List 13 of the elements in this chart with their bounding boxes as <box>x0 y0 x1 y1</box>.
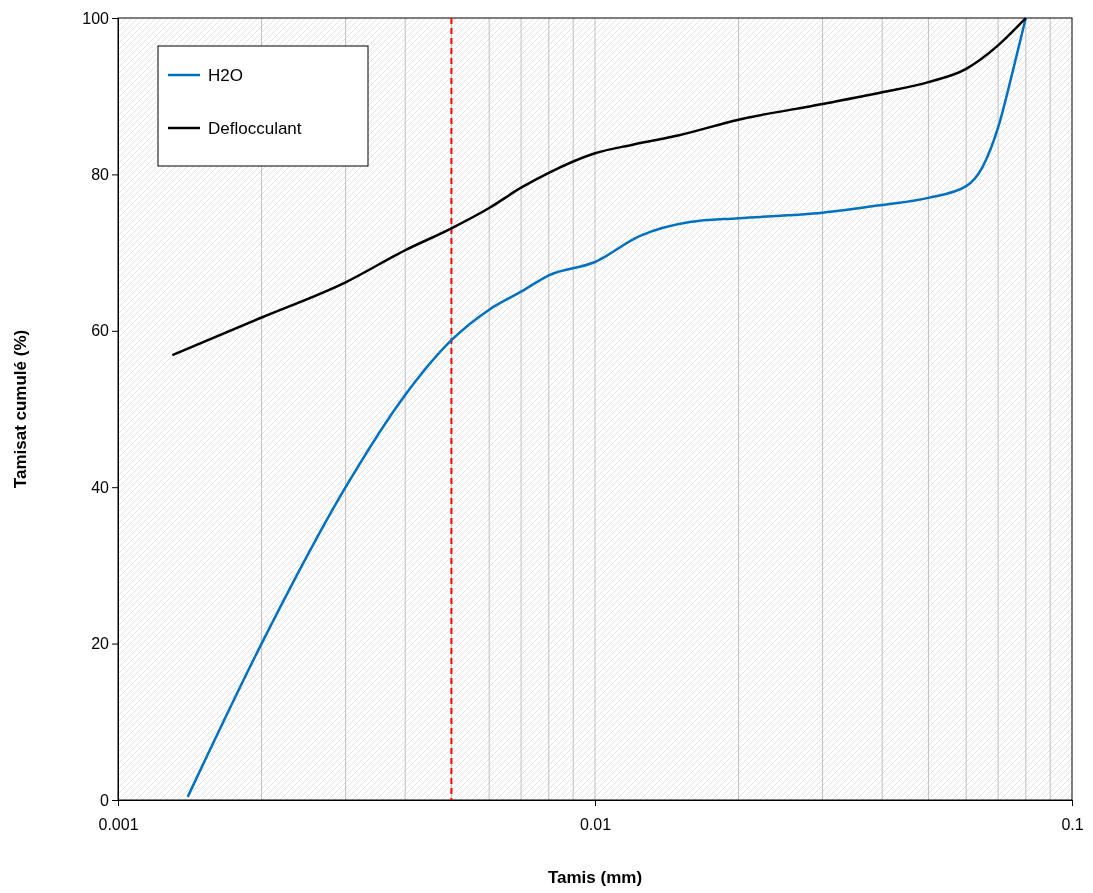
y-tick-label: 0 <box>100 791 110 809</box>
legend-label: Deflocculant <box>208 119 302 138</box>
y-tick-label: 80 <box>91 166 110 184</box>
x-tick-label: 0.01 <box>579 815 612 833</box>
y-tick-label: 20 <box>91 635 110 653</box>
y-tick-label: 100 <box>82 9 110 27</box>
x-axis-title: Tamis (mm) <box>547 868 643 887</box>
y-tick-label: 40 <box>91 478 110 496</box>
x-tick-label: 0.1 <box>1061 815 1084 833</box>
legend-label: H2O <box>208 66 243 85</box>
x-tick-label: 0.001 <box>98 815 139 833</box>
y-tick-label: 60 <box>91 322 110 340</box>
y-axis-title: Tamisat cumulé (%) <box>11 329 30 489</box>
